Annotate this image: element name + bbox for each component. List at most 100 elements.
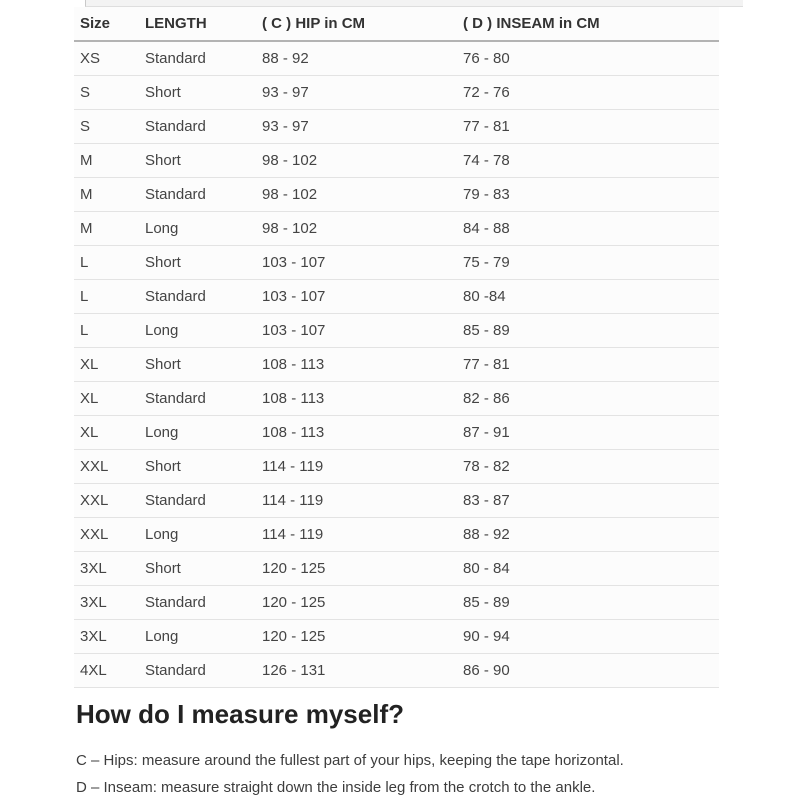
cell-size: L [74,245,139,280]
cell-length: Long [139,313,256,348]
table-row: XL Long 108 - 113 87 - 91 [74,415,719,450]
cell-length: Standard [139,653,256,688]
cell-length: Standard [139,177,256,212]
cell-length: Long [139,415,256,450]
cell-hip: 98 - 102 [256,211,457,246]
cell-size: 3XL [74,619,139,654]
size-chart-header: Size LENGTH ( C ) HIP in CM ( D ) INSEAM… [74,7,719,42]
cell-hip: 120 - 125 [256,551,457,586]
column-header-inseam: ( D ) INSEAM in CM [457,7,719,42]
hips-instruction: C – Hips: measure around the fullest par… [76,752,624,769]
cell-inseam: 82 - 86 [457,381,719,416]
table-row: XS Standard 88 - 92 76 - 80 [74,41,719,76]
cell-inseam: 86 - 90 [457,653,719,688]
table-row: 3XL Long 120 - 125 90 - 94 [74,619,719,654]
cell-length: Long [139,211,256,246]
cell-inseam: 80 - 84 [457,551,719,586]
cell-inseam: 74 - 78 [457,143,719,178]
cell-inseam: 80 -84 [457,279,719,314]
cell-size: XXL [74,483,139,518]
cell-inseam: 83 - 87 [457,483,719,518]
cell-size: XS [74,41,139,76]
size-chart-table: Size LENGTH ( C ) HIP in CM ( D ) INSEAM… [74,7,719,688]
column-header-size: Size [74,7,139,42]
column-header-hip: ( C ) HIP in CM [256,7,457,42]
cell-inseam: 72 - 76 [457,75,719,110]
cell-inseam: 90 - 94 [457,619,719,654]
cell-size: XXL [74,449,139,484]
table-row: L Short 103 - 107 75 - 79 [74,245,719,280]
cell-inseam: 78 - 82 [457,449,719,484]
cell-hip: 93 - 97 [256,109,457,144]
cell-inseam: 76 - 80 [457,41,719,76]
cell-hip: 103 - 107 [256,245,457,280]
table-row: L Long 103 - 107 85 - 89 [74,313,719,348]
cell-length: Standard [139,585,256,620]
cell-size: M [74,143,139,178]
table-row: XL Standard 108 - 113 82 - 86 [74,381,719,416]
cell-hip: 108 - 113 [256,347,457,382]
cell-size: S [74,75,139,110]
top-scroll-remnant [85,0,743,7]
cell-size: M [74,211,139,246]
cell-hip: 98 - 102 [256,177,457,212]
cell-hip: 114 - 119 [256,483,457,518]
cell-size: L [74,313,139,348]
cell-hip: 108 - 113 [256,381,457,416]
cell-hip: 126 - 131 [256,653,457,688]
cell-size: XL [74,415,139,450]
table-row: XL Short 108 - 113 77 - 81 [74,347,719,382]
cell-hip: 108 - 113 [256,415,457,450]
cell-hip: 98 - 102 [256,143,457,178]
measure-section-heading: How do I measure myself? [76,699,404,729]
table-row: M Long 98 - 102 84 - 88 [74,211,719,246]
table-row: 3XL Standard 120 - 125 85 - 89 [74,585,719,620]
cell-size: XL [74,347,139,382]
cell-size: S [74,109,139,144]
cell-size: M [74,177,139,212]
table-row: XXL Long 114 - 119 88 - 92 [74,517,719,552]
cell-inseam: 77 - 81 [457,109,719,144]
size-chart-body: XS Standard 88 - 92 76 - 80 S Short 93 - 97 72 … [74,41,719,688]
cell-length: Short [139,245,256,280]
cell-size: XL [74,381,139,416]
cell-hip: 103 - 107 [256,279,457,314]
cell-inseam: 79 - 83 [457,177,719,212]
cell-length: Short [139,143,256,178]
cell-length: Standard [139,279,256,314]
cell-size: XXL [74,517,139,552]
table-row: 4XL Standard 126 - 131 86 - 90 [74,653,719,688]
cell-hip: 88 - 92 [256,41,457,76]
cell-length: Long [139,619,256,654]
cell-hip: 120 - 125 [256,585,457,620]
table-row: XXL Standard 114 - 119 83 - 87 [74,483,719,518]
cell-size: 3XL [74,551,139,586]
cell-inseam: 85 - 89 [457,585,719,620]
header-row: Size LENGTH ( C ) HIP in CM ( D ) INSEAM… [74,7,719,42]
cell-length: Short [139,75,256,110]
table-row: S Short 93 - 97 72 - 76 [74,75,719,110]
table-row: M Short 98 - 102 74 - 78 [74,143,719,178]
cell-inseam: 88 - 92 [457,517,719,552]
cell-inseam: 85 - 89 [457,313,719,348]
cell-inseam: 75 - 79 [457,245,719,280]
cell-length: Long [139,517,256,552]
column-header-length: LENGTH [139,7,256,42]
table-row: L Standard 103 - 107 80 -84 [74,279,719,314]
cell-length: Short [139,449,256,484]
cell-length: Short [139,347,256,382]
cell-hip: 103 - 107 [256,313,457,348]
cell-inseam: 87 - 91 [457,415,719,450]
cell-length: Short [139,551,256,586]
table-row: S Standard 93 - 97 77 - 81 [74,109,719,144]
cell-inseam: 84 - 88 [457,211,719,246]
table-row: M Standard 98 - 102 79 - 83 [74,177,719,212]
table-row: 3XL Short 120 - 125 80 - 84 [74,551,719,586]
cell-hip: 120 - 125 [256,619,457,654]
cell-size: L [74,279,139,314]
cell-hip: 114 - 119 [256,449,457,484]
cell-length: Standard [139,41,256,76]
cell-length: Standard [139,109,256,144]
cell-inseam: 77 - 81 [457,347,719,382]
